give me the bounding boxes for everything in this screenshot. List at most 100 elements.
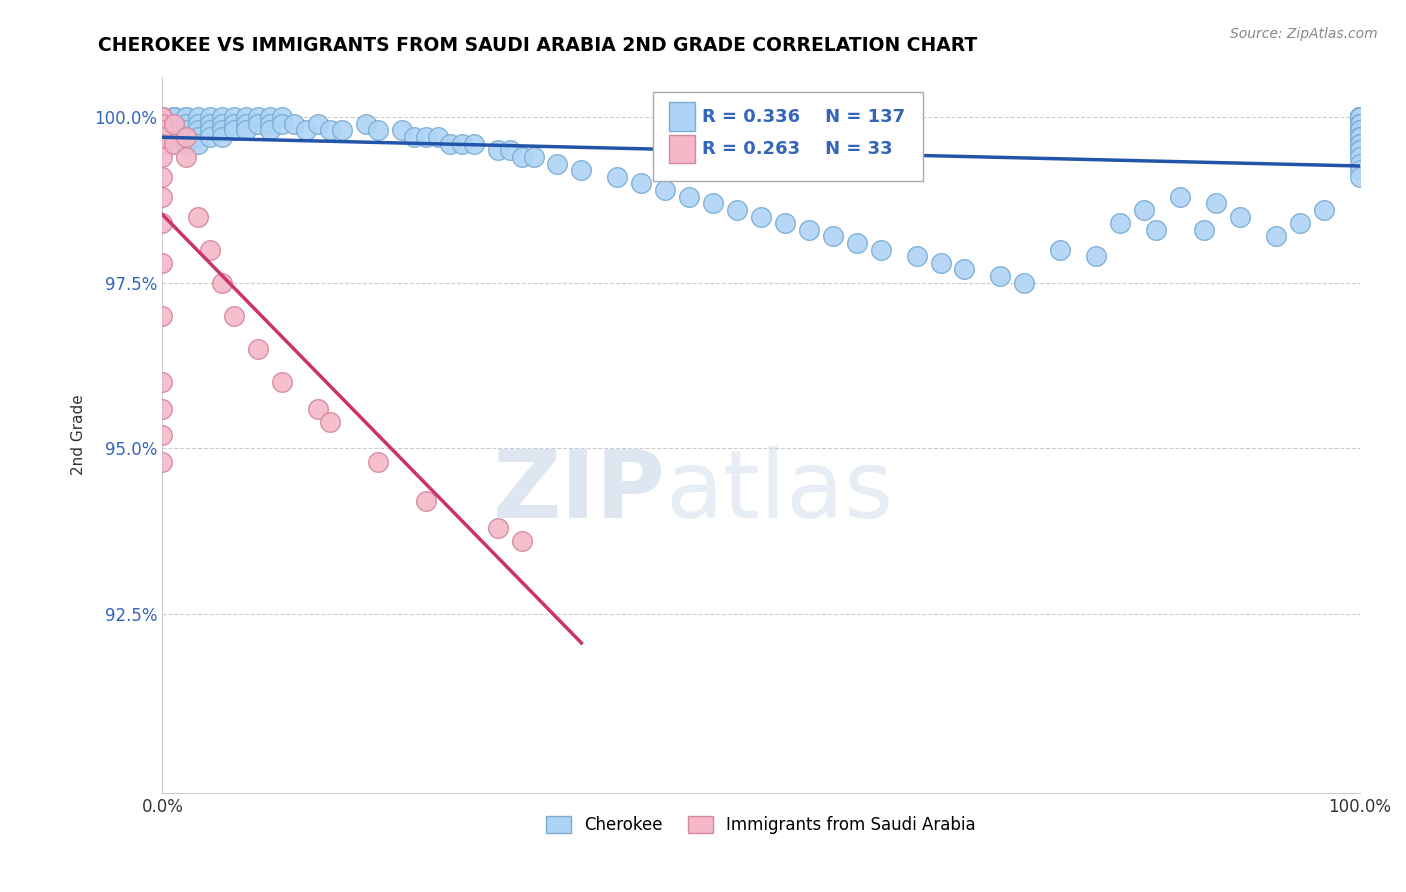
Point: [510, 150, 533, 164]
Point: [163, 123, 186, 137]
Point: [187, 210, 209, 224]
Point: [259, 110, 281, 124]
Point: [152, 216, 174, 230]
Point: [152, 169, 174, 184]
Point: [224, 110, 246, 124]
Point: [152, 130, 174, 145]
Point: [224, 123, 246, 137]
Point: [163, 136, 186, 151]
Point: [152, 110, 174, 124]
Point: [415, 130, 437, 145]
Point: [187, 117, 209, 131]
Point: [163, 110, 186, 124]
Point: [702, 196, 724, 211]
Text: ZIP: ZIP: [492, 446, 665, 538]
Point: [1348, 110, 1371, 124]
Point: [1348, 110, 1371, 124]
Point: [259, 123, 281, 137]
Point: [211, 130, 233, 145]
Point: [354, 117, 377, 131]
Point: [211, 110, 233, 124]
Point: [224, 117, 246, 131]
Point: [1348, 117, 1371, 131]
Point: [163, 110, 186, 124]
Point: [845, 235, 868, 250]
Point: [1348, 110, 1371, 124]
Point: [1205, 196, 1227, 211]
Text: CHEROKEE VS IMMIGRANTS FROM SAUDI ARABIA 2ND GRADE CORRELATION CHART: CHEROKEE VS IMMIGRANTS FROM SAUDI ARABIA…: [98, 36, 977, 54]
Point: [176, 150, 198, 164]
Point: [152, 110, 174, 124]
Point: [1348, 110, 1371, 124]
Point: [1144, 223, 1167, 237]
Text: Source: ZipAtlas.com: Source: ZipAtlas.com: [1230, 27, 1378, 41]
Point: [163, 117, 186, 131]
Text: atlas: atlas: [665, 446, 893, 538]
Point: [211, 123, 233, 137]
Point: [1085, 249, 1108, 263]
Point: [1348, 117, 1371, 131]
Point: [426, 130, 449, 145]
Point: [1348, 123, 1371, 137]
Point: [606, 169, 628, 184]
Point: [1348, 136, 1371, 151]
Point: [1348, 110, 1371, 124]
Point: [176, 130, 198, 145]
Point: [283, 117, 305, 131]
Point: [463, 136, 485, 151]
Point: [1348, 130, 1371, 145]
Point: [152, 130, 174, 145]
Point: [367, 454, 389, 468]
Point: [1133, 202, 1156, 217]
Point: [1348, 169, 1371, 184]
Point: [1348, 143, 1371, 157]
Point: [1348, 110, 1371, 124]
Legend: Cherokee, Immigrants from Saudi Arabia: Cherokee, Immigrants from Saudi Arabia: [546, 816, 976, 834]
Point: [1348, 117, 1371, 131]
Point: [1348, 110, 1371, 124]
Point: [319, 415, 342, 429]
Point: [319, 123, 342, 137]
Point: [200, 117, 222, 131]
Point: [152, 454, 174, 468]
Point: [176, 123, 198, 137]
Point: [176, 110, 198, 124]
Point: [630, 177, 652, 191]
Point: [1348, 110, 1371, 124]
Point: [152, 110, 174, 124]
Point: [1288, 216, 1310, 230]
Point: [1348, 110, 1371, 124]
Point: [1348, 110, 1371, 124]
Point: [247, 117, 270, 131]
Point: [1348, 110, 1371, 124]
Point: [797, 223, 820, 237]
Point: [1348, 156, 1371, 170]
Point: [821, 229, 844, 244]
Point: [271, 110, 294, 124]
Point: [402, 130, 425, 145]
Point: [1014, 276, 1036, 290]
Point: [498, 143, 520, 157]
Point: [163, 117, 186, 131]
Point: [1348, 110, 1371, 124]
Point: [450, 136, 472, 151]
Point: [163, 110, 186, 124]
Point: [152, 110, 174, 124]
Text: R = 0.263    N = 33: R = 0.263 N = 33: [703, 140, 893, 158]
Point: [439, 136, 461, 151]
Point: [152, 117, 174, 131]
Point: [163, 136, 186, 151]
Point: [929, 256, 952, 270]
Point: [247, 110, 270, 124]
Point: [869, 243, 891, 257]
Point: [187, 130, 209, 145]
Point: [235, 123, 257, 137]
Point: [176, 110, 198, 124]
Point: [152, 123, 174, 137]
Point: [152, 428, 174, 442]
Point: [486, 143, 509, 157]
Point: [176, 130, 198, 145]
Point: [725, 202, 748, 217]
Point: [1348, 110, 1371, 124]
FancyBboxPatch shape: [669, 103, 695, 131]
